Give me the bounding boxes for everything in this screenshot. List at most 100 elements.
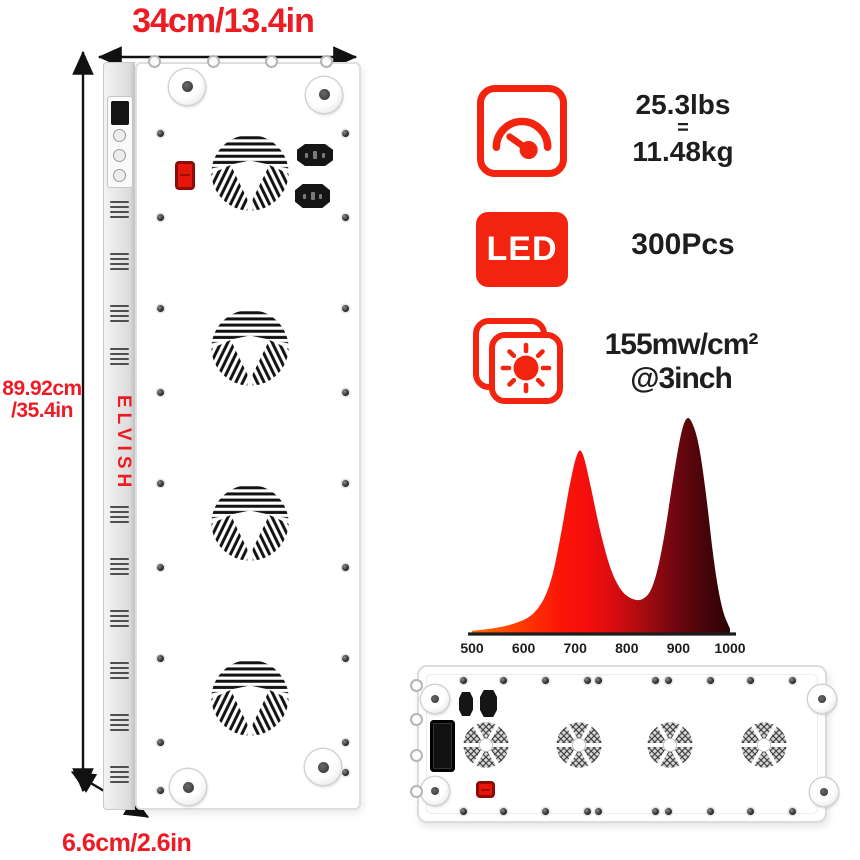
screw [157, 130, 164, 137]
screw [157, 214, 164, 221]
power-outlet-socket [480, 690, 497, 717]
irradiance-icon [473, 318, 565, 408]
screw [342, 214, 349, 221]
x-tick-label: 600 [511, 640, 536, 656]
led-panel-rear-view-vertical: ELVISH [103, 55, 361, 810]
vent-slats [110, 610, 129, 627]
control-button [113, 149, 126, 162]
fan-grille [460, 719, 512, 771]
power-switch [476, 781, 495, 798]
sun-icon [500, 342, 552, 394]
hanging-post [421, 685, 449, 713]
screw [157, 787, 164, 794]
hanging-hook [410, 785, 423, 798]
vent-slats [110, 714, 129, 731]
screw [157, 480, 164, 487]
hanging-hook [410, 713, 423, 726]
led-badge-text: LED [486, 230, 558, 268]
screw [342, 564, 349, 571]
power-outlet-socket [295, 184, 330, 208]
fan-grille [206, 478, 294, 566]
vent-slats [110, 506, 129, 523]
side-display [430, 720, 455, 772]
hanging-hook [320, 55, 333, 68]
irradiance-spec-text: 155mw/cm² @3inch [576, 329, 786, 396]
fan-grille [738, 719, 790, 771]
screw [595, 808, 602, 815]
fan-grille [206, 653, 294, 741]
x-tick-label: 1000 [714, 640, 746, 656]
brand-logo: ELVISH [113, 395, 134, 493]
x-tick-label: 900 [666, 640, 691, 656]
hanging-hook [410, 679, 423, 692]
spectrum-plot [468, 417, 736, 636]
weight-kg: 11.48kg [632, 136, 734, 168]
x-tick-label: 800 [615, 640, 639, 656]
x-tick-label: 700 [563, 640, 587, 656]
screw [747, 677, 754, 684]
screw [652, 677, 659, 684]
screw [707, 808, 714, 815]
screw [342, 130, 349, 137]
vent-slats [110, 766, 129, 783]
hanging-post [306, 77, 342, 113]
panel-back-face [135, 62, 361, 810]
screw [157, 305, 164, 312]
control-button [113, 169, 126, 182]
spectrum-area [472, 417, 730, 633]
screw [789, 677, 796, 684]
hanging-post [305, 749, 341, 785]
screw [157, 389, 164, 396]
vent-slats [110, 305, 129, 322]
screw [342, 389, 349, 396]
irradiance-value: 155mw/cm² [604, 328, 759, 361]
screw [652, 808, 659, 815]
screw [595, 677, 602, 684]
depth-dimension-label: 6.6cm/2.6in [62, 829, 192, 857]
spectrum-chart: 500 600 700 800 900 1000 [458, 410, 750, 665]
panel-inner-seam [426, 674, 818, 814]
vent-slats [110, 348, 129, 365]
hanging-hook [207, 55, 220, 68]
control-button [113, 129, 126, 142]
screw [460, 677, 467, 684]
weight-spec-text: 25.3lbs = 11.48kg [598, 90, 768, 167]
weight-lbs: 25.3lbs [635, 89, 731, 120]
led-count-text: 300Pcs [631, 228, 735, 261]
screw [747, 808, 754, 815]
icon-front-square [489, 332, 563, 404]
screw [707, 677, 714, 684]
fan-grille [553, 719, 605, 771]
x-tick-label: 500 [460, 640, 484, 656]
screw [342, 480, 349, 487]
vent-slats [110, 253, 129, 270]
screw [584, 677, 591, 684]
hanging-post [421, 777, 449, 805]
screw [157, 739, 164, 746]
hanging-hook [265, 55, 278, 68]
hanging-post [170, 769, 206, 805]
screw [342, 769, 349, 776]
fan-grille [206, 303, 294, 391]
screw [157, 564, 164, 571]
screw [500, 808, 507, 815]
height-dimension-label: 89.92cm /35.4in [0, 377, 84, 422]
screw [342, 305, 349, 312]
panel-side-edge: ELVISH [103, 62, 135, 810]
equals-sign: = [677, 117, 689, 140]
screw [542, 677, 549, 684]
led-panel-rear-view-horizontal [410, 665, 838, 823]
height-in-text: /35.4in [11, 399, 73, 422]
irradiance-distance: @3inch [630, 361, 733, 395]
power-inlet-socket [297, 144, 333, 166]
vent-slats [110, 662, 129, 679]
screw [342, 655, 349, 662]
screw [460, 808, 467, 815]
power-inlet-socket [459, 692, 473, 716]
fan-grille [644, 719, 696, 771]
side-control-panel [107, 96, 133, 188]
screw [542, 808, 549, 815]
screw [157, 655, 164, 662]
screw [665, 677, 672, 684]
